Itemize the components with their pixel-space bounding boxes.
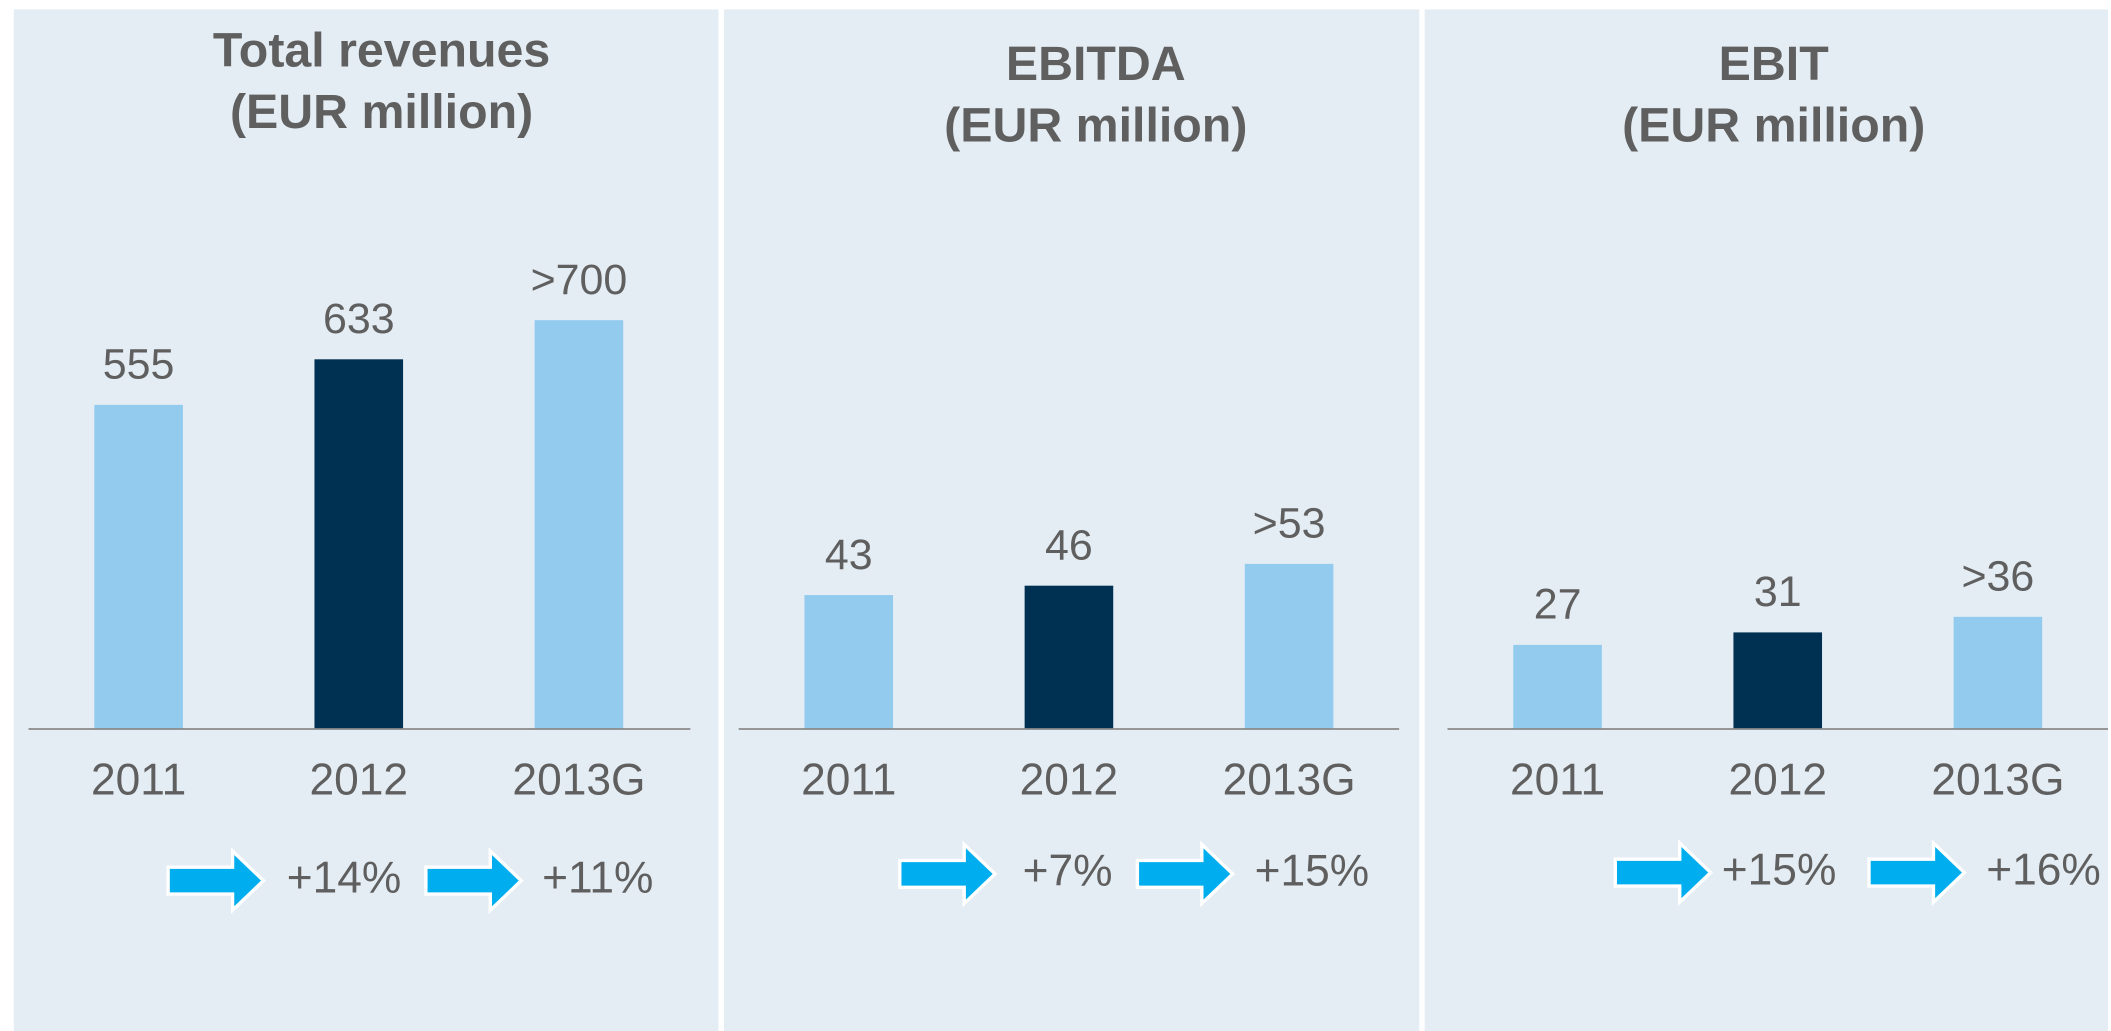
bar xyxy=(804,595,894,729)
growth-label: +15% xyxy=(1722,845,1837,894)
chart-title: EBITDA xyxy=(1006,37,1186,91)
value-label: 633 xyxy=(323,295,395,343)
x-tick-label: 2013G xyxy=(1931,755,2064,804)
growth-arrow xyxy=(898,840,998,908)
x-tick-label: 2012 xyxy=(1728,755,1827,804)
growth-label: +14% xyxy=(287,853,402,902)
growth-label: +16% xyxy=(1986,845,2101,894)
bar xyxy=(1513,644,1602,729)
value-label: >53 xyxy=(1253,500,1326,548)
panel-bg xyxy=(1424,9,2108,1031)
value-label: 43 xyxy=(825,531,873,579)
bar xyxy=(314,359,404,729)
bar xyxy=(534,320,624,729)
chart-title: Total revenues xyxy=(213,23,550,77)
chart-title: (EUR million) xyxy=(230,85,533,139)
panel-bg xyxy=(723,9,1420,1031)
x-tick-label: 2013G xyxy=(512,755,645,804)
bar xyxy=(1244,563,1334,729)
growth-arrow xyxy=(166,847,266,915)
value-label: >36 xyxy=(1961,553,2034,601)
chart-title: (EUR million) xyxy=(944,99,1247,153)
growth-arrow xyxy=(424,847,524,915)
growth-arrow xyxy=(1867,839,1967,907)
value-label: 46 xyxy=(1045,521,1093,569)
x-tick-label: 2011 xyxy=(1510,755,1605,804)
value-label: 27 xyxy=(1534,581,1582,629)
bar xyxy=(94,404,183,729)
value-label: >700 xyxy=(531,256,628,304)
bar xyxy=(1733,632,1823,729)
x-tick-label: 2012 xyxy=(1020,755,1119,804)
growth-label: +7% xyxy=(1023,847,1113,896)
x-tick-label: 2013G xyxy=(1223,755,1356,804)
chart-title: EBIT xyxy=(1719,37,1829,91)
growth-arrow xyxy=(1135,840,1236,908)
x-tick-label: 2012 xyxy=(309,755,408,804)
value-label: 555 xyxy=(103,341,175,389)
x-tick-label: 2011 xyxy=(91,755,186,804)
growth-label: +11% xyxy=(542,853,653,902)
bar xyxy=(1953,616,2043,729)
value-label: 31 xyxy=(1754,568,1802,616)
x-tick-label: 2011 xyxy=(801,755,896,804)
growth-label: +15% xyxy=(1255,847,1370,896)
chart-title: (EUR million) xyxy=(1622,99,1925,153)
bar xyxy=(1024,585,1114,729)
growth-arrow xyxy=(1613,839,1714,907)
